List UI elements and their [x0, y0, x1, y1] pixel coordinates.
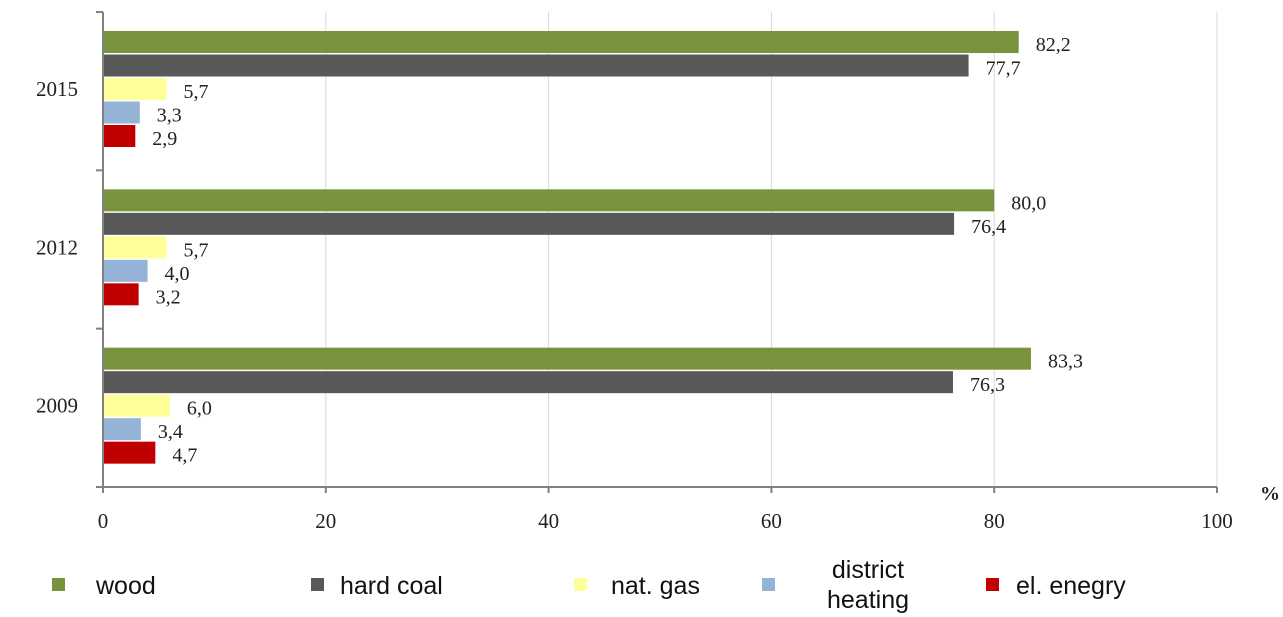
legend-label-line: district [832, 556, 904, 584]
y-category-label-2009: 2009 [36, 394, 78, 418]
legend-item-hard-coal: hard coal [311, 572, 443, 600]
data-label-nat-gas-2012: 5,7 [183, 239, 208, 261]
data-label-wood-2015: 82,2 [1036, 34, 1071, 56]
legend-label-hard-coal: hard coal [340, 572, 443, 600]
data-label-wood-2009: 83,3 [1048, 351, 1083, 373]
legend-item-el-enegry: el. enegry [986, 572, 1126, 600]
data-label-nat-gas-2015: 5,7 [183, 81, 208, 103]
bar-hard-coal-2009 [104, 371, 953, 394]
data-label-wood-2012: 80,0 [1011, 192, 1046, 214]
bar-hard-coal-2012 [104, 212, 955, 235]
x-tick-label-20: 20 [315, 509, 336, 533]
legend-label-nat-gas: nat. gas [611, 572, 700, 600]
y-category-label-2015: 2015 [36, 77, 78, 101]
bar-nat-gas-2015 [104, 78, 167, 100]
bar-wood-2015 [104, 31, 1019, 53]
data-label-nat-gas-2009: 6,0 [187, 398, 212, 420]
legend-swatch-district-heating [762, 578, 775, 591]
x-tick-label-0: 0 [98, 509, 109, 533]
x-axis-unit-label: % [1260, 483, 1280, 505]
bar-el-enegry-2012 [104, 283, 139, 306]
gridlines [325, 12, 1218, 487]
bar-district-heating-2015 [104, 101, 140, 124]
data-label-district-heating-2015: 3,3 [157, 105, 182, 127]
bar-nat-gas-2009 [104, 394, 170, 417]
bar-el-enegry-2009 [104, 441, 156, 464]
bar-wood-2012 [104, 189, 995, 212]
legend-label-wood: wood [95, 572, 156, 600]
y-category-label-2012: 2012 [36, 235, 78, 259]
axes: 0 20 40 60 80 100% 2015 2012 2009 [36, 11, 1280, 533]
data-label-hard-coal-2015: 77,7 [986, 58, 1021, 80]
legend-swatch-wood [52, 578, 65, 591]
legend-swatch-nat-gas [574, 578, 587, 591]
legend-label-line: heating [827, 586, 909, 614]
data-labels: 82,277,75,73,32,980,076,45,74,03,283,376… [152, 34, 1083, 467]
legend-item-district-heating: district heating [762, 556, 909, 614]
bar-nat-gas-2012 [104, 236, 167, 259]
x-tick-label-40: 40 [538, 509, 559, 533]
data-label-district-heating-2012: 4,0 [165, 263, 190, 285]
bar-district-heating-2012 [104, 259, 148, 282]
data-label-el-enegry-2012: 3,2 [156, 286, 181, 308]
legend-label-district-heating: district heating [827, 556, 909, 614]
x-tick-label-60: 60 [761, 509, 782, 533]
legend: wood hard coal nat. gas district heating el. … [52, 556, 1126, 614]
bar-district-heating-2009 [104, 418, 141, 441]
legend-item-wood: wood [52, 572, 156, 600]
data-label-hard-coal-2012: 76,4 [971, 216, 1006, 238]
bar-hard-coal-2015 [104, 54, 969, 77]
legend-label-el-enegry: el. enegry [1016, 572, 1126, 600]
legend-swatch-hard-coal [311, 578, 324, 591]
bars [104, 31, 1031, 464]
legend-swatch-el-enegry [986, 578, 999, 591]
data-label-el-enegry-2015: 2,9 [152, 128, 177, 150]
bar-el-enegry-2015 [104, 125, 136, 147]
data-label-district-heating-2009: 3,4 [158, 421, 183, 443]
data-label-hard-coal-2009: 76,3 [970, 374, 1005, 396]
data-label-el-enegry-2009: 4,7 [172, 445, 197, 467]
x-tick-label-100: 100 [1201, 509, 1233, 533]
x-tick-label-80: 80 [984, 509, 1005, 533]
bar-wood-2009 [104, 347, 1031, 370]
legend-item-nat-gas: nat. gas [574, 572, 700, 600]
